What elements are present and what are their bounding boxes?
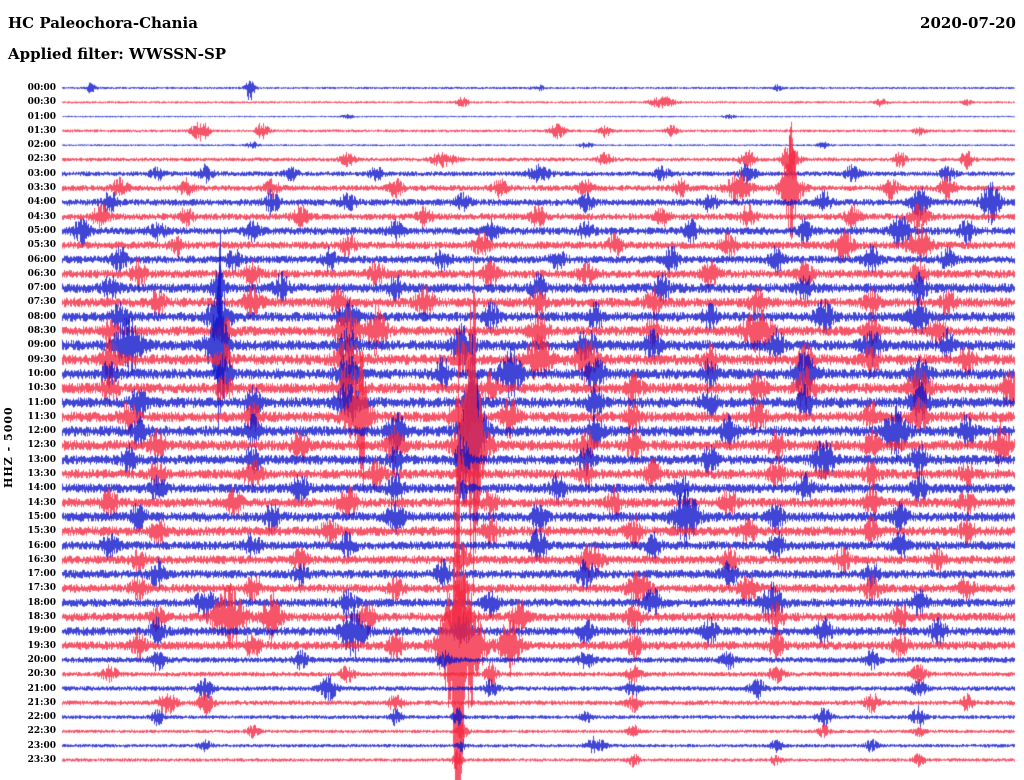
time-label: 15:00 — [27, 511, 56, 522]
time-label: 18:00 — [27, 597, 56, 608]
time-label: 22:00 — [27, 712, 56, 723]
time-label: 11:00 — [27, 397, 56, 408]
time-label: 10:30 — [27, 383, 56, 394]
time-label: 01:00 — [27, 111, 56, 122]
time-label: 07:30 — [27, 297, 56, 308]
time-label: 04:00 — [27, 197, 56, 208]
time-label: 08:30 — [27, 326, 56, 337]
time-label: 21:30 — [27, 697, 56, 708]
time-label: 04:30 — [27, 211, 56, 222]
time-label: 16:00 — [27, 540, 56, 551]
time-label: 19:30 — [27, 640, 56, 651]
time-label: 21:00 — [27, 683, 56, 694]
time-label: 16:30 — [27, 554, 56, 565]
time-label: 03:00 — [27, 168, 56, 179]
time-label: 06:00 — [27, 254, 56, 265]
time-label: 00:30 — [27, 97, 56, 108]
time-label: 15:30 — [27, 526, 56, 537]
time-label: 23:30 — [27, 755, 56, 765]
time-label: 07:00 — [27, 283, 56, 294]
time-label: 20:30 — [27, 669, 56, 680]
time-label: 02:00 — [27, 140, 56, 151]
time-label: 01:30 — [27, 125, 56, 136]
time-label: 12:30 — [27, 440, 56, 451]
time-label: 06:30 — [27, 268, 56, 279]
time-label: 19:00 — [27, 626, 56, 637]
time-label: 13:30 — [27, 469, 56, 480]
time-label: 17:00 — [27, 569, 56, 580]
time-label: 03:30 — [27, 183, 56, 194]
time-label: 09:00 — [27, 340, 56, 351]
time-label: 05:30 — [27, 240, 56, 251]
time-label: 02:30 — [27, 154, 56, 165]
time-label: 14:30 — [27, 497, 56, 508]
time-label: 22:30 — [27, 726, 56, 737]
time-label: 18:30 — [27, 612, 56, 623]
time-label: 14:00 — [27, 483, 56, 494]
time-label: 20:00 — [27, 654, 56, 665]
time-label: 08:00 — [27, 311, 56, 322]
time-label: 12:00 — [27, 426, 56, 437]
time-label: 23:00 — [27, 740, 56, 751]
time-label: 00:00 — [27, 83, 56, 93]
time-label: 10:00 — [27, 368, 56, 379]
time-label: 17:30 — [27, 583, 56, 594]
time-label: 09:30 — [27, 354, 56, 365]
time-label: 13:00 — [27, 454, 56, 465]
time-label: 05:00 — [27, 225, 56, 236]
time-label: 11:30 — [27, 411, 56, 422]
time-labels-column: 00:00 00:30 01:00 01:30 02:00 02:30 03:00 03:30… — [0, 0, 58, 780]
